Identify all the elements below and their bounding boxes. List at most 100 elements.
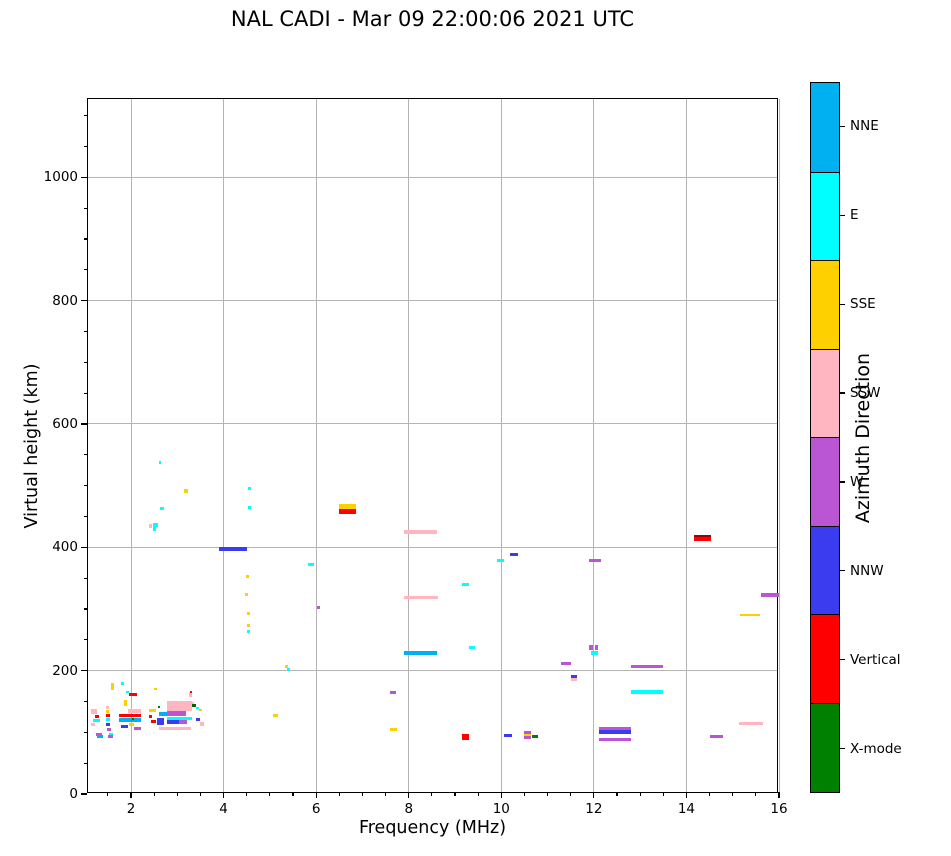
echo-mark (338, 503, 356, 510)
colorbar-tick-label: Vertical (850, 651, 901, 668)
echo-mark (390, 690, 397, 694)
echo-mark (152, 522, 158, 527)
colorbar-tick (840, 659, 845, 661)
colorbar-segment-sse (811, 260, 839, 349)
colorbar-tick-label: W (850, 473, 864, 490)
y-axis-tick (81, 546, 87, 548)
echo-mark (504, 733, 512, 737)
x-tick-label: 16 (770, 801, 788, 817)
x-axis-tick (315, 792, 317, 798)
x-axis-minor-tick (176, 792, 178, 796)
echo-mark (131, 718, 134, 721)
echo-mark (588, 644, 593, 650)
x-axis-minor-tick (107, 792, 109, 796)
echo-mark (106, 718, 111, 722)
colorbar-tick-label: NNW (850, 562, 884, 579)
y-axis-minor-tick (83, 238, 87, 240)
echo-mark (570, 677, 577, 681)
y-axis-minor-tick (83, 608, 87, 610)
y-axis-minor-tick (83, 700, 87, 703)
echo-mark (630, 689, 663, 694)
echo-mark (195, 718, 200, 722)
x-axis-tick (593, 792, 595, 798)
colorbar-tick (840, 481, 845, 483)
echo-mark (218, 546, 248, 551)
y-axis-minor-tick (83, 454, 87, 456)
echo-mark (738, 722, 763, 726)
chart-title: NAL CADI - Mar 09 22:00:06 2021 UTC (230, 7, 635, 31)
echo-mark (248, 486, 252, 490)
y-axis-minor-tick (83, 515, 87, 518)
grid-line-horizontal (88, 423, 777, 425)
x-tick-label: 6 (311, 801, 321, 817)
echo-mark (510, 553, 518, 557)
colorbar-segment-nne (811, 83, 839, 172)
x-axis-tick (500, 792, 502, 798)
echo-mark (531, 734, 538, 738)
echo-mark (468, 645, 475, 649)
x-axis-minor-tick (477, 792, 479, 796)
grid-line-vertical (685, 99, 687, 792)
echo-mark (149, 709, 157, 713)
x-tick-label: 14 (677, 801, 696, 817)
echo-mark (461, 734, 469, 741)
echo-mark (150, 719, 157, 723)
echo-mark (106, 713, 111, 717)
echo-mark (199, 709, 202, 712)
colorbar (810, 82, 840, 793)
colorbar-segment-w (811, 437, 839, 526)
echo-mark (167, 710, 187, 716)
echo-mark (246, 629, 250, 633)
y-axis-tick (81, 793, 87, 795)
y-tick-label: 1000 (43, 169, 78, 186)
grid-line-horizontal (88, 670, 777, 672)
x-axis-minor-tick (269, 792, 271, 796)
echo-mark (167, 720, 180, 725)
x-axis-minor-tick (431, 792, 433, 796)
x-tick-label: 4 (219, 801, 228, 817)
echo-mark (154, 688, 157, 691)
y-tick-label: 800 (52, 292, 78, 309)
y-tick-label: 600 (52, 415, 78, 432)
echo-mark (590, 651, 599, 656)
echo-mark (152, 527, 157, 532)
x-tick-label: 8 (404, 801, 414, 817)
x-axis-minor-tick (292, 792, 294, 796)
x-axis-minor-tick (616, 792, 618, 796)
y-axis-minor-tick (83, 330, 87, 333)
echo-mark (404, 596, 438, 600)
grid-line-vertical (408, 99, 410, 792)
y-tick-label: 400 (52, 539, 78, 556)
y-axis-minor-tick (83, 269, 87, 271)
grid-line-horizontal (88, 176, 777, 178)
echo-mark (158, 460, 162, 464)
x-axis-minor-tick (361, 792, 364, 796)
echo-mark (285, 665, 289, 669)
echo-mark (710, 735, 723, 739)
grid-line-horizontal (88, 300, 777, 302)
plot-area: 2 4 6 8 10 12 14 16 0 200 400 600 800 1000 (44, 98, 788, 817)
x-axis-minor-tick (755, 792, 757, 796)
colorbar-tick-label: E (850, 207, 859, 224)
echo-mark (523, 733, 531, 737)
colorbar-tick (840, 125, 845, 128)
y-axis-minor-tick (83, 731, 87, 733)
echo-mark (307, 563, 314, 567)
echo-mark (192, 703, 196, 707)
echo-mark (133, 727, 142, 731)
echo-mark (127, 708, 142, 713)
y-axis-label: Virtual height (km) (22, 363, 42, 529)
echo-mark (167, 700, 193, 711)
echo-mark (124, 700, 127, 707)
y-axis-minor-tick (83, 361, 87, 363)
x-axis-minor-tick (338, 792, 340, 796)
x-axis-minor-tick (523, 792, 526, 796)
echo-mark (119, 714, 142, 718)
echo-mark (598, 730, 631, 735)
grid-line-vertical (500, 99, 502, 792)
echo-mark (693, 535, 711, 538)
x-axis-tick (685, 792, 688, 798)
echo-mark (106, 722, 111, 726)
echo-mark (317, 606, 320, 610)
